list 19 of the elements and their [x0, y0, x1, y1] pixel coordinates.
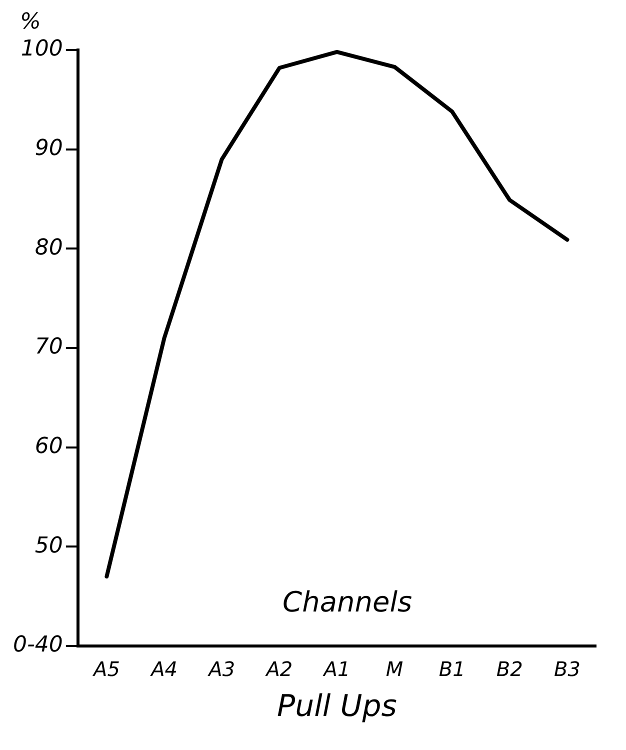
annotation: Channels: [282, 585, 412, 618]
y-tick-label: 50: [34, 533, 63, 558]
y-tick-label: 60: [34, 434, 63, 460]
x-tick-label: M: [386, 657, 404, 682]
y-axis-title: %: [20, 10, 41, 35]
y-tick-label: 70: [34, 334, 63, 360]
y-tick-label: 90: [34, 136, 63, 162]
x-tick-label: A3: [206, 657, 236, 682]
x-tick-label: A5: [92, 657, 120, 682]
x-tick-label: B1: [438, 657, 466, 682]
y-tick-label: 100: [20, 36, 63, 62]
x-axis-title: Pull Ups: [276, 688, 397, 724]
y-tick-label: 0-40: [12, 632, 63, 658]
x-tick-label: B3: [554, 657, 580, 682]
x-tick-label: A4: [149, 657, 178, 682]
x-tick-label: A2: [264, 657, 293, 682]
y-tick-label: 80: [34, 235, 63, 260]
x-tick-label: A1: [322, 657, 350, 682]
x-tick-label: B2: [496, 657, 523, 682]
